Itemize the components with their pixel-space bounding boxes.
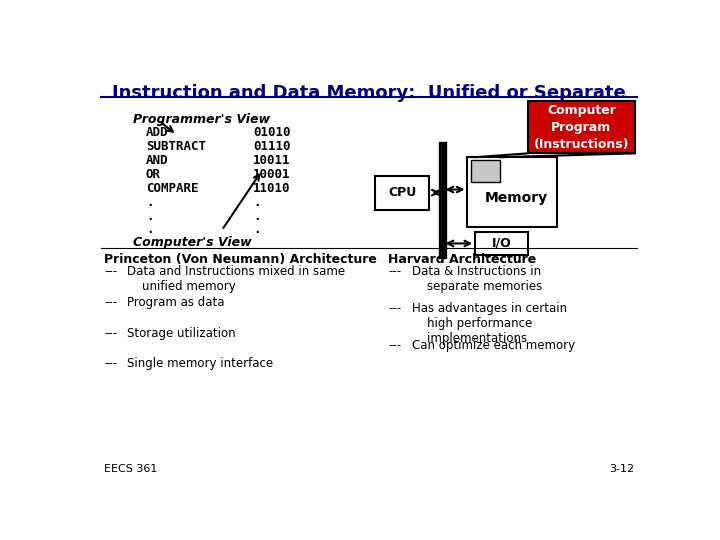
Text: 11010: 11010 — [253, 182, 290, 195]
Text: COMPARE: COMPARE — [145, 182, 198, 195]
Text: .: . — [145, 195, 153, 208]
Text: ---: --- — [104, 296, 117, 309]
Bar — [467, 157, 557, 226]
Text: ADD: ADD — [145, 126, 168, 139]
Text: I/O: I/O — [492, 237, 511, 250]
Text: ---: --- — [104, 327, 117, 340]
Text: 10011: 10011 — [253, 154, 290, 167]
Text: AND: AND — [145, 154, 168, 167]
Text: Storage utilization: Storage utilization — [127, 327, 236, 340]
Bar — [475, 232, 528, 255]
Text: Data & Instructions in
    separate memories: Data & Instructions in separate memories — [412, 265, 542, 293]
Text: EECS 361: EECS 361 — [104, 464, 158, 475]
Text: Single memory interface: Single memory interface — [127, 357, 274, 370]
Text: Computer
Program
(Instructions): Computer Program (Instructions) — [534, 104, 629, 151]
Text: Computer's View: Computer's View — [132, 236, 251, 249]
Text: 3-12: 3-12 — [609, 464, 634, 475]
Text: CPU: CPU — [388, 186, 416, 199]
Text: Programmer's View: Programmer's View — [132, 112, 269, 125]
Text: Can optimize each memory: Can optimize each memory — [412, 339, 575, 352]
Text: .: . — [253, 195, 260, 208]
Text: ---: --- — [104, 265, 117, 278]
Text: ---: --- — [388, 302, 402, 315]
Text: Harvard Architecture: Harvard Architecture — [388, 253, 536, 266]
Text: .: . — [253, 210, 260, 222]
Bar — [528, 101, 635, 153]
Text: Program as data: Program as data — [127, 296, 225, 309]
Text: Data and Instructions mixed in same
    unified memory: Data and Instructions mixed in same unif… — [127, 265, 346, 293]
Text: OR: OR — [145, 168, 161, 181]
Text: Instruction and Data Memory:  Unified or Separate: Instruction and Data Memory: Unified or … — [112, 84, 626, 102]
Text: ---: --- — [388, 339, 402, 352]
Text: Princeton (Von Neumann) Architecture: Princeton (Von Neumann) Architecture — [104, 253, 377, 266]
Text: Memory: Memory — [485, 191, 547, 205]
Bar — [471, 160, 500, 182]
Text: .: . — [145, 224, 153, 237]
Text: .: . — [253, 224, 260, 237]
Text: 10001: 10001 — [253, 168, 290, 181]
Text: 01110: 01110 — [253, 140, 290, 153]
Text: SUBTRACT: SUBTRACT — [145, 140, 206, 153]
Text: ---: --- — [104, 357, 117, 370]
Text: ---: --- — [388, 265, 402, 278]
Text: Has advantages in certain
    high performance
    implementations: Has advantages in certain high performan… — [412, 302, 567, 345]
Text: 01010: 01010 — [253, 126, 290, 139]
Text: .: . — [145, 210, 153, 222]
Bar — [375, 176, 429, 210]
